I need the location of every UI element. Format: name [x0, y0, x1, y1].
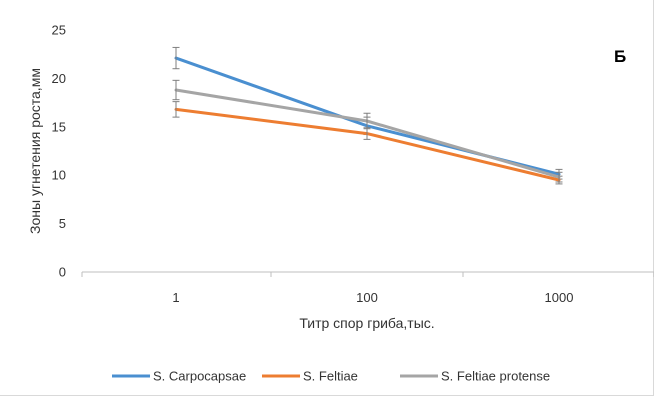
panel-label: Б — [614, 47, 626, 66]
legend-label: S. Feltiae — [303, 369, 358, 384]
y-tick-label: 15 — [52, 119, 66, 134]
y-tick-label: 0 — [59, 265, 66, 280]
legend-label: S. Feltiae protense — [441, 369, 550, 384]
y-axis-title: Зоны угнетения роста,мм — [27, 68, 43, 234]
legend-label: S. Carpocapsae — [153, 369, 246, 384]
y-tick-label: 25 — [52, 23, 66, 38]
y-tick-label: 5 — [59, 216, 66, 231]
x-tick-label: 1 — [172, 290, 179, 305]
x-tick-label: 1000 — [545, 290, 574, 305]
x-tick-label: 100 — [356, 290, 378, 305]
y-tick-label: 10 — [52, 168, 66, 183]
y-tick-label: 20 — [52, 71, 66, 86]
x-axis-title: Титр спор гриба,тыс. — [299, 315, 434, 331]
